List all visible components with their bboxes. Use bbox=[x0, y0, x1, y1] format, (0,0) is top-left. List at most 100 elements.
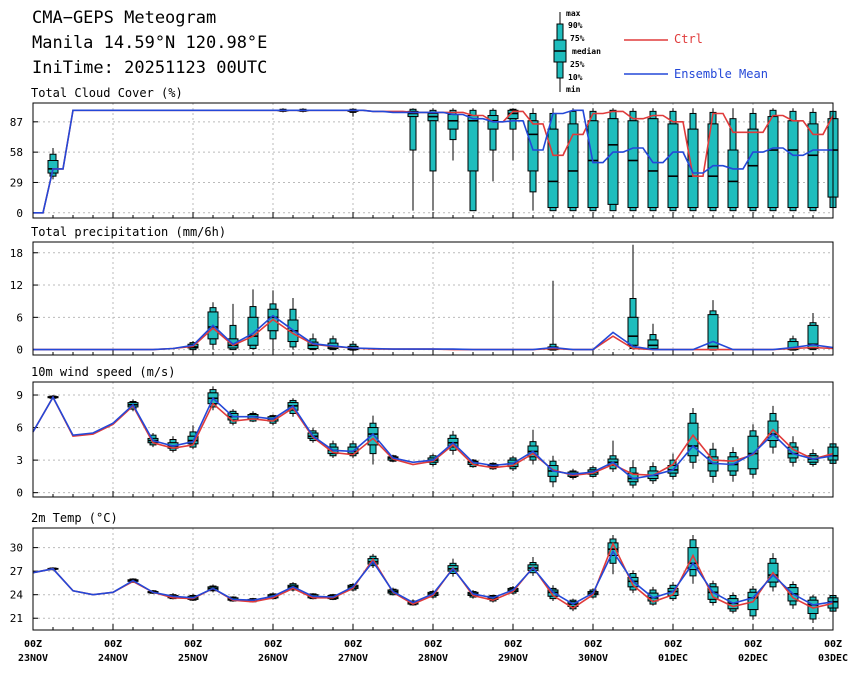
upper-box-10 bbox=[529, 112, 537, 122]
ctrl-legend-label: Ctrl bbox=[674, 32, 703, 46]
x-tick-label-time: 00Z bbox=[584, 639, 602, 650]
x-tick-label-date: 25NOV bbox=[178, 653, 208, 664]
box-whisker bbox=[807, 108, 819, 212]
legend-median: median bbox=[572, 47, 601, 56]
box-whisker bbox=[547, 108, 559, 212]
box-whisker bbox=[627, 244, 639, 350]
lower-box-10 bbox=[49, 172, 57, 177]
lower-box-10 bbox=[349, 110, 357, 113]
x-tick-label-time: 00Z bbox=[744, 639, 762, 650]
lower-box-10 bbox=[709, 598, 717, 604]
lower-box-10 bbox=[569, 207, 577, 212]
interquartile-box bbox=[627, 316, 639, 346]
box-whisker bbox=[247, 289, 259, 350]
upper-box-10 bbox=[269, 303, 277, 310]
lower-box-10 bbox=[629, 481, 637, 486]
upper-box-10 bbox=[749, 430, 757, 437]
upper-box-10 bbox=[689, 112, 697, 130]
box-whisker bbox=[807, 313, 819, 351]
ensemble-mean-series-line bbox=[32, 549, 834, 606]
upper-box-10 bbox=[369, 422, 377, 429]
lower-box-10 bbox=[789, 207, 797, 212]
meteogram-header: CMA−GEPS Meteogram Manila 14.59°N 120.98… bbox=[32, 6, 267, 81]
lower-box-10 bbox=[409, 116, 417, 151]
box-whisker bbox=[627, 108, 639, 212]
lower-box-10 bbox=[769, 440, 777, 448]
y-tick-label: 18 bbox=[10, 247, 23, 260]
x-tick-label-date: 23NOV bbox=[18, 653, 48, 664]
y-tick-label: 6 bbox=[16, 422, 23, 435]
lower-box-10 bbox=[549, 475, 557, 483]
box-whisker bbox=[607, 440, 619, 473]
lower-box-10 bbox=[349, 349, 357, 351]
interquartile-box bbox=[787, 120, 799, 209]
y-tick-label: 0 bbox=[16, 344, 23, 357]
lower-box-10 bbox=[209, 338, 217, 345]
lower-box-10 bbox=[729, 470, 737, 476]
panel-frame bbox=[32, 527, 834, 631]
x-tick-label-date: 28NOV bbox=[418, 653, 448, 664]
box-whisker bbox=[787, 108, 799, 212]
lower-box-10 bbox=[309, 348, 317, 351]
lower-box-10 bbox=[809, 348, 817, 351]
x-tick-label-time: 00Z bbox=[424, 639, 442, 650]
interquartile-box bbox=[627, 120, 639, 209]
lower-box-10 bbox=[429, 461, 437, 465]
y-tick-label: 0 bbox=[16, 207, 23, 220]
lower-box-10 bbox=[769, 207, 777, 212]
legend-p25: 25% bbox=[570, 60, 585, 69]
box-whisker bbox=[767, 108, 779, 212]
x-tick-label-date: 03DEC bbox=[818, 653, 848, 664]
x-tick-label-time: 00Z bbox=[24, 639, 42, 650]
lower-box-10 bbox=[509, 118, 517, 130]
lower-box-10 bbox=[669, 472, 677, 477]
panel-title: Total Cloud Cover (%) bbox=[31, 86, 183, 100]
x-tick-label-date: 29NOV bbox=[498, 653, 528, 664]
box-whisker bbox=[647, 108, 659, 212]
lower-box-10 bbox=[609, 203, 617, 212]
interquartile-box bbox=[707, 314, 719, 351]
lower-box-10 bbox=[729, 608, 737, 612]
x-tick-label-time: 00Z bbox=[104, 639, 122, 650]
upper-box-10 bbox=[729, 118, 737, 151]
lower-box-10 bbox=[369, 444, 377, 455]
x-tick-label-time: 00Z bbox=[824, 639, 842, 650]
x-tick-label-time: 00Z bbox=[664, 639, 682, 650]
lower-box-10 bbox=[709, 470, 717, 477]
y-tick-label: 6 bbox=[16, 311, 23, 324]
lower-box-10 bbox=[529, 170, 537, 193]
lower-box-10 bbox=[689, 569, 697, 577]
y-tick-label: 12 bbox=[10, 279, 23, 292]
lower-box-10 bbox=[669, 207, 677, 212]
box-whisker bbox=[707, 108, 719, 212]
panel-title: 2m Temp (°C) bbox=[31, 511, 118, 525]
interquartile-box bbox=[547, 128, 559, 209]
y-tick-label: 3 bbox=[16, 454, 23, 467]
upper-box-10 bbox=[689, 412, 697, 424]
panel-3: 2m Temp (°C) 21 24 27 30 bbox=[10, 511, 839, 631]
init-time-label: IniTime: 20251123 00UTC bbox=[32, 58, 268, 78]
box-whisker bbox=[527, 429, 539, 465]
box-whisker bbox=[287, 297, 299, 350]
upper-box-10 bbox=[729, 452, 737, 458]
lower-box-10 bbox=[449, 128, 457, 141]
lower-box-10 bbox=[709, 207, 717, 212]
box-whisker bbox=[747, 108, 759, 212]
upper-box-10 bbox=[229, 324, 237, 340]
box-whisker bbox=[467, 108, 479, 212]
upper-box-10 bbox=[649, 466, 657, 472]
interquartile-box bbox=[447, 114, 459, 130]
lower-box-10 bbox=[649, 207, 657, 212]
interquartile-box bbox=[587, 120, 599, 209]
line-legend-swatches bbox=[624, 39, 668, 75]
interquartile-box bbox=[687, 547, 699, 571]
upper-box-10 bbox=[209, 307, 217, 313]
legend-p90: 90% bbox=[568, 21, 583, 30]
upper-box-10 bbox=[769, 412, 777, 422]
box-whisker bbox=[667, 108, 679, 212]
x-tick-label-time: 00Z bbox=[344, 639, 362, 650]
lower-box-10 bbox=[469, 170, 477, 212]
upper-box-10 bbox=[649, 334, 657, 341]
x-tick-label-time: 00Z bbox=[264, 639, 282, 650]
